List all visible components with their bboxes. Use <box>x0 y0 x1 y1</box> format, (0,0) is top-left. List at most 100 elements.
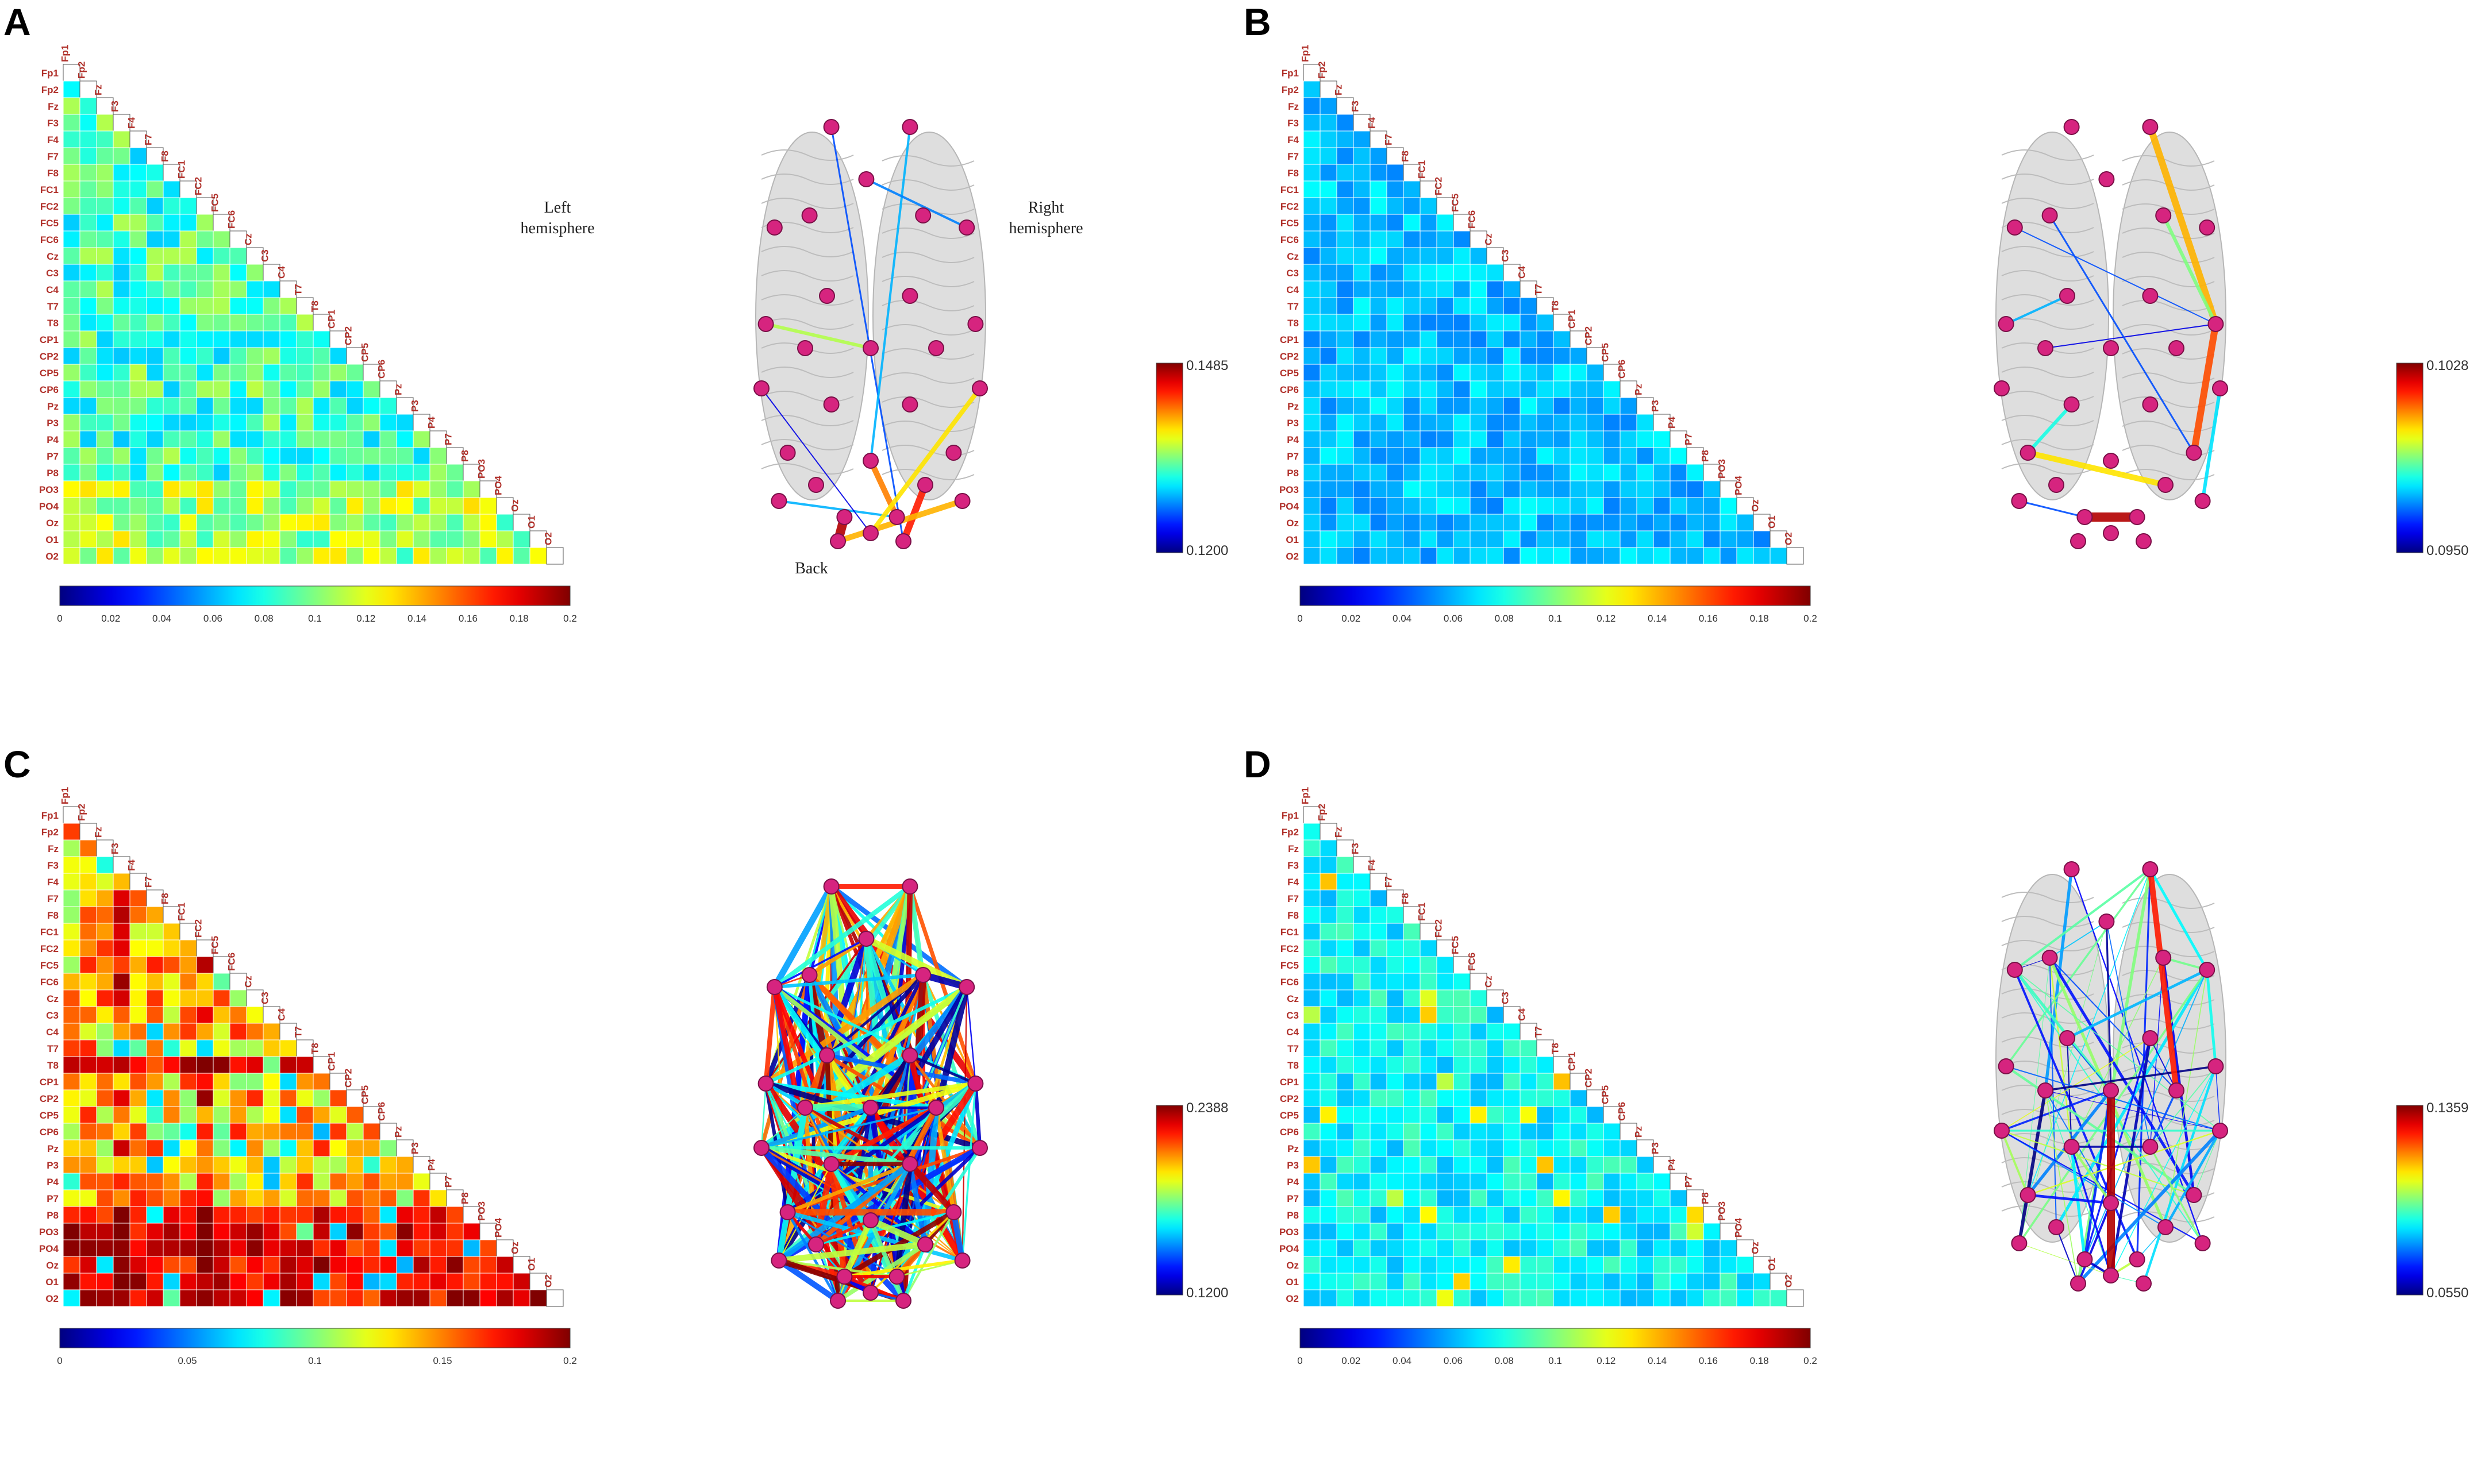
matrix-cell <box>279 464 297 481</box>
colorbar-tick-label: 0.05 <box>178 1355 197 1366</box>
connection-edge <box>961 986 968 1262</box>
connection-edge <box>803 1081 978 1110</box>
matrix-cell <box>246 1156 264 1174</box>
matrix-cell <box>1553 1156 1571 1174</box>
matrix-cell <box>329 1206 347 1224</box>
matrix-cell <box>196 314 214 332</box>
matrix-cell <box>346 1189 364 1207</box>
matrix-cell <box>79 480 97 498</box>
matrix-cell <box>1736 514 1754 531</box>
matrix-cell <box>1420 1289 1437 1307</box>
matrix-cell <box>63 230 80 248</box>
matrix-cell <box>79 447 97 465</box>
col-label-C3: C3 <box>1500 249 1511 262</box>
matrix-cell <box>279 1156 297 1174</box>
matrix-cell <box>1486 430 1504 448</box>
matrix-cell <box>179 939 197 957</box>
matrix-cell <box>96 889 114 907</box>
row-label-Fp1: Fp1 <box>1282 810 1299 821</box>
col-label-F7: F7 <box>143 876 154 888</box>
matrix-cell <box>1486 1256 1504 1274</box>
electrode-node <box>2041 207 2058 223</box>
col-label-Fz: Fz <box>1333 84 1344 95</box>
matrix-cell <box>96 464 114 481</box>
matrix-cell <box>296 1123 314 1140</box>
matrix-cell <box>1586 1106 1604 1124</box>
matrix-cell <box>346 1089 364 1107</box>
matrix-cell <box>1303 530 1321 548</box>
vertical-colorbar <box>1156 363 1183 553</box>
matrix-cell <box>1386 464 1404 481</box>
matrix-cell <box>1436 1223 1454 1240</box>
row-label-F7: F7 <box>47 151 59 162</box>
col-label-CP2: CP2 <box>343 326 354 345</box>
electrode-node <box>2212 1123 2228 1139</box>
electrode-node <box>954 493 971 509</box>
matrix-cell <box>1303 80 1321 98</box>
col-label-CP1: CP1 <box>1567 310 1578 329</box>
matrix-cell <box>63 397 80 415</box>
matrix-cell <box>1553 330 1571 348</box>
matrix-cell <box>296 397 314 415</box>
matrix-cell <box>1503 297 1521 315</box>
matrix-cell <box>96 380 114 398</box>
matrix-cell <box>279 380 297 398</box>
matrix-cell <box>296 480 314 498</box>
matrix-cell <box>146 297 164 315</box>
matrix-cell <box>146 1123 164 1140</box>
matrix-cell <box>1303 130 1321 148</box>
matrix-cell <box>379 1123 397 1140</box>
matrix-cell <box>1336 364 1354 381</box>
col-label-O2: O2 <box>1783 1274 1794 1288</box>
matrix-cell <box>1403 1206 1421 1224</box>
matrix-cell <box>1503 414 1521 431</box>
colorbar-tick-label: 0.18 <box>510 613 529 624</box>
matrix-cell <box>96 397 114 415</box>
matrix-cell <box>1620 480 1637 498</box>
matrix-cell <box>263 480 280 498</box>
matrix-cell <box>1386 1289 1404 1307</box>
matrix-cell <box>1503 447 1521 465</box>
matrix-cell <box>1570 1189 1587 1207</box>
matrix-cell <box>1420 1123 1437 1140</box>
matrix-cell <box>1620 380 1637 398</box>
matrix-cell <box>79 889 97 907</box>
matrix-cell <box>313 1273 330 1290</box>
row-label-C3: C3 <box>1286 1010 1299 1021</box>
matrix-cell <box>129 1106 147 1124</box>
matrix-cell <box>79 856 97 874</box>
matrix-cell <box>1353 314 1371 332</box>
col-label-Oz: Oz <box>510 1242 521 1254</box>
matrix-cell <box>196 214 214 232</box>
matrix-cell <box>329 1123 347 1140</box>
matrix-cell <box>129 164 147 182</box>
matrix-cell <box>1470 297 1487 315</box>
matrix-cell <box>379 430 397 448</box>
matrix-cell <box>413 1173 430 1190</box>
matrix-cell <box>1370 1173 1387 1190</box>
colorbar-tick-label: 0.16 <box>1699 613 1718 624</box>
vertical-colorbar-min: 0.0950 <box>2426 543 2468 558</box>
matrix-cell <box>1653 1239 1671 1257</box>
matrix-cell <box>1636 414 1654 431</box>
matrix-cell <box>546 547 564 565</box>
col-label-F7: F7 <box>1383 134 1394 145</box>
matrix-cell <box>129 247 147 265</box>
matrix-cell <box>1370 1156 1387 1174</box>
matrix-cell <box>1386 497 1404 515</box>
matrix-cell <box>213 264 230 282</box>
matrix-cell <box>329 447 347 465</box>
matrix-cell <box>1370 1056 1387 1074</box>
connection-edge <box>2193 1130 2221 1196</box>
matrix-cell <box>1570 1206 1587 1224</box>
matrix-cell <box>1303 164 1321 182</box>
col-label-CP5: CP5 <box>360 1085 371 1104</box>
matrix-cell <box>96 1023 114 1040</box>
matrix-cell <box>479 514 497 531</box>
matrix-cell <box>213 414 230 431</box>
row-label-Oz: Oz <box>1286 518 1299 529</box>
matrix-cell <box>96 447 114 465</box>
electrode-node <box>895 533 911 549</box>
matrix-cell <box>1336 530 1354 548</box>
matrix-cell <box>1370 297 1387 315</box>
